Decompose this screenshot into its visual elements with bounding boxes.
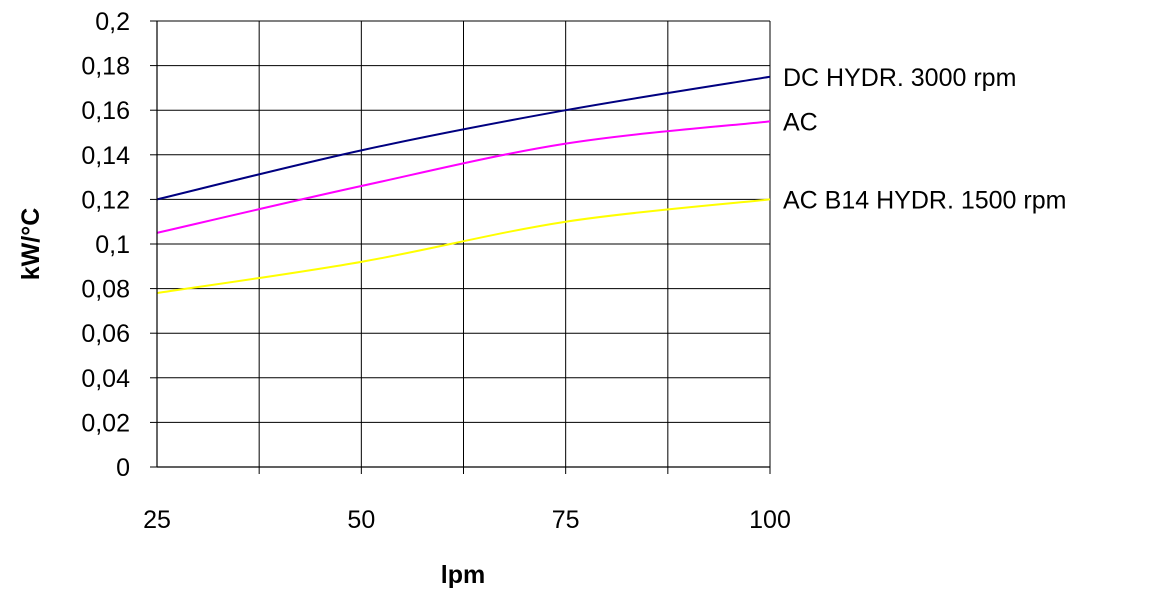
series-labels: DC HYDR. 3000 rpm AC AC B14 HYDR. 1500 rpm xyxy=(783,64,1066,215)
data-point-ac-b14-hydr-1500-rpm xyxy=(769,198,771,200)
grid-lines xyxy=(157,20,771,467)
tick-labels: 0 0,02 0,04 0,06 0,08 0,1 0,12 0,14 0,16 0,18 0,2 2… xyxy=(81,8,791,534)
y-tick-label: 0,1 xyxy=(95,231,130,259)
data-point-dc-hydr-3000-rpm xyxy=(360,149,362,151)
y-tick-label: 0,14 xyxy=(81,142,130,170)
y-axis-title: kW/°C xyxy=(17,208,45,281)
y-tick-label: 0,04 xyxy=(81,365,130,393)
y-tick-label: 0,12 xyxy=(81,186,130,214)
x-tick-label: 100 xyxy=(749,506,791,534)
x-tick-label: 25 xyxy=(143,506,171,534)
x-tick-label: 50 xyxy=(347,506,375,534)
y-tick-label: 0,18 xyxy=(81,53,130,81)
y-tick-label: 0,2 xyxy=(95,8,130,36)
y-tick-label: 0,02 xyxy=(81,409,130,437)
data-point-ac xyxy=(769,120,771,122)
data-point-dc-hydr-3000-rpm xyxy=(769,76,771,78)
x-axis-title: lpm xyxy=(441,561,485,589)
series-label-dc-hydr-3000-rpm: DC HYDR. 3000 rpm xyxy=(783,64,1016,92)
series-line-dc-hydr-3000-rpm xyxy=(156,75,771,201)
series-line-ac xyxy=(156,120,771,234)
series-lines xyxy=(156,75,771,295)
series-label-ac: AC xyxy=(783,108,818,136)
data-point-ac-b14-hydr-1500-rpm xyxy=(565,221,567,223)
y-tick-label: 0,06 xyxy=(81,320,130,348)
data-point-ac xyxy=(360,185,362,187)
axes xyxy=(150,20,771,474)
data-point-dc-hydr-3000-rpm xyxy=(565,109,567,111)
y-tick-label: 0,16 xyxy=(81,97,130,125)
series-line-ac-b14-hydr-1500-rpm xyxy=(156,198,771,295)
data-point-ac xyxy=(565,143,567,145)
y-tick-label: 0,08 xyxy=(81,276,130,304)
data-point-ac-b14-hydr-1500-rpm xyxy=(360,261,362,263)
x-tick-label: 75 xyxy=(552,506,580,534)
series-label-ac-b14-hydr-1500-rpm: AC B14 HYDR. 1500 rpm xyxy=(783,186,1066,214)
y-tick-label: 0 xyxy=(116,454,130,482)
